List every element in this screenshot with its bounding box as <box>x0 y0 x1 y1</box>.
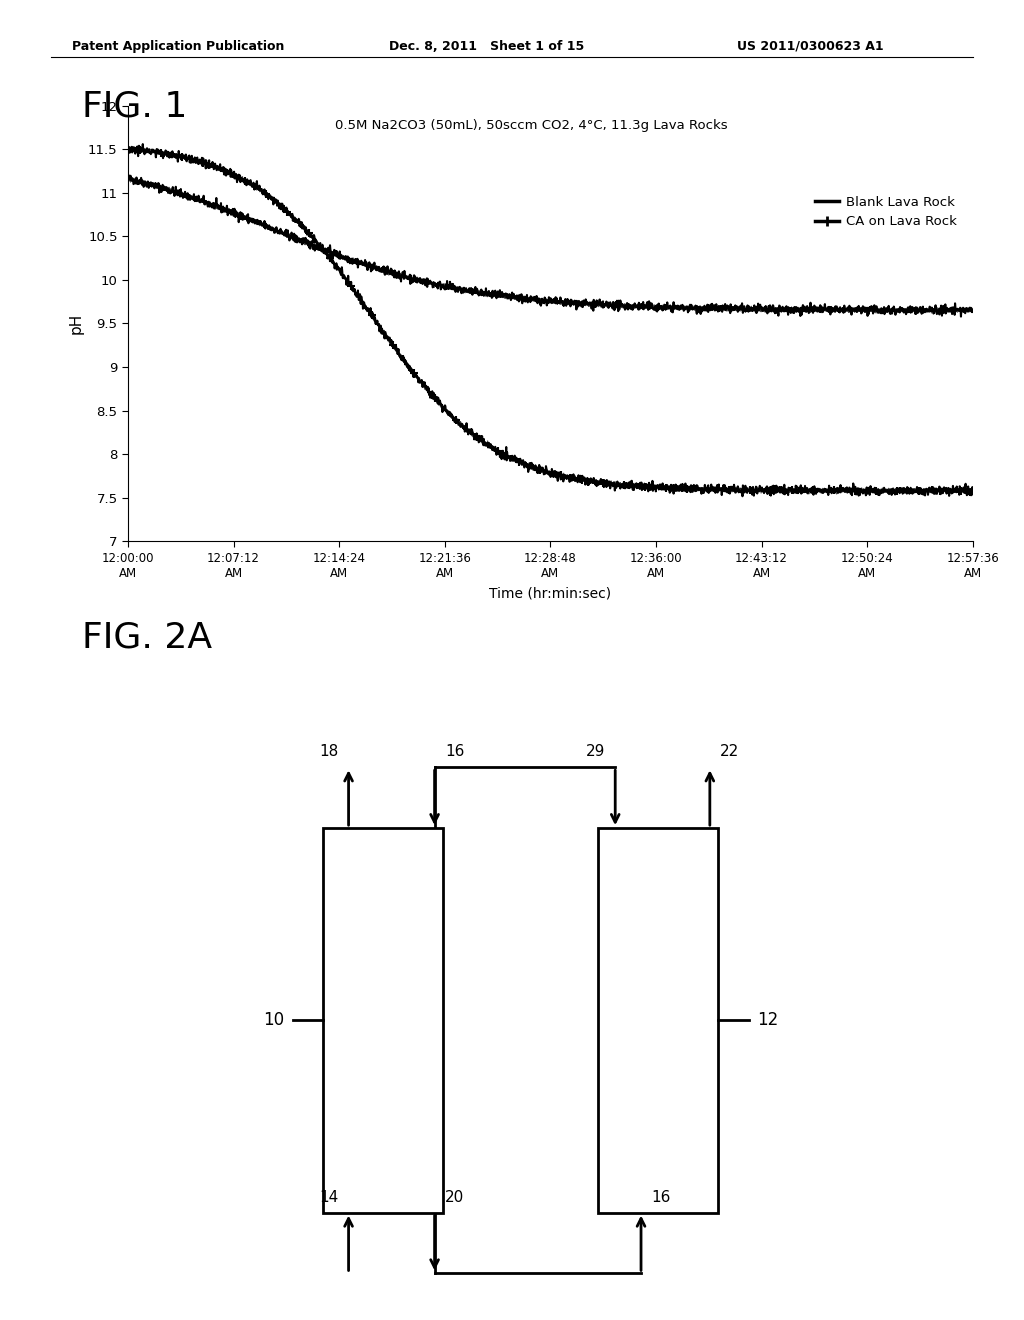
Text: Patent Application Publication: Patent Application Publication <box>72 40 284 53</box>
Blank Lava Rock <box>534 294 546 310</box>
Blank Lava Rock <box>967 304 979 319</box>
CA on Lava Rock <box>967 482 979 498</box>
Text: 16: 16 <box>444 744 464 759</box>
Blank Lava Rock <box>954 309 967 325</box>
CA on Lava Rock <box>942 484 954 500</box>
CA on Lava Rock <box>166 144 178 160</box>
X-axis label: Time (hr:min:sec): Time (hr:min:sec) <box>489 586 611 601</box>
Bar <box>598 828 719 1213</box>
Blank Lava Rock <box>166 185 178 201</box>
CA on Lava Rock <box>787 484 800 500</box>
Text: 22: 22 <box>720 744 739 759</box>
CA on Lava Rock <box>736 488 749 504</box>
Blank Lava Rock <box>942 302 954 318</box>
Blank Lava Rock <box>787 302 800 318</box>
Line: Blank Lava Rock: Blank Lava Rock <box>128 176 973 317</box>
CA on Lava Rock <box>511 454 523 470</box>
Text: 16: 16 <box>651 1189 671 1205</box>
Legend: Blank Lava Rock, CA on Lava Rock: Blank Lava Rock, CA on Lava Rock <box>810 190 962 234</box>
Blank Lava Rock <box>123 168 135 183</box>
CA on Lava Rock <box>534 457 546 473</box>
Text: Dec. 8, 2011   Sheet 1 of 15: Dec. 8, 2011 Sheet 1 of 15 <box>389 40 585 53</box>
CA on Lava Rock <box>943 488 955 504</box>
CA on Lava Rock <box>136 136 148 152</box>
Text: FIG. 2A: FIG. 2A <box>82 620 212 655</box>
Text: FIG. 1: FIG. 1 <box>82 90 187 124</box>
Y-axis label: pH: pH <box>69 313 84 334</box>
Text: 10: 10 <box>263 1011 284 1030</box>
Bar <box>323 828 443 1213</box>
Text: 12: 12 <box>757 1011 778 1030</box>
Blank Lava Rock <box>511 288 523 304</box>
Blank Lava Rock <box>942 304 954 319</box>
Text: US 2011/0300623 A1: US 2011/0300623 A1 <box>737 40 884 53</box>
Text: 14: 14 <box>319 1189 338 1205</box>
CA on Lava Rock <box>122 143 134 158</box>
Text: 0.5M Na2CO3 (50mL), 50sccm CO2, 4°C, 11.3g Lava Rocks: 0.5M Na2CO3 (50mL), 50sccm CO2, 4°C, 11.… <box>335 119 728 132</box>
Text: 20: 20 <box>444 1189 464 1205</box>
Line: CA on Lava Rock: CA on Lava Rock <box>128 144 973 496</box>
Text: 29: 29 <box>586 744 605 759</box>
Blank Lava Rock <box>122 169 134 185</box>
Text: 18: 18 <box>319 744 338 759</box>
